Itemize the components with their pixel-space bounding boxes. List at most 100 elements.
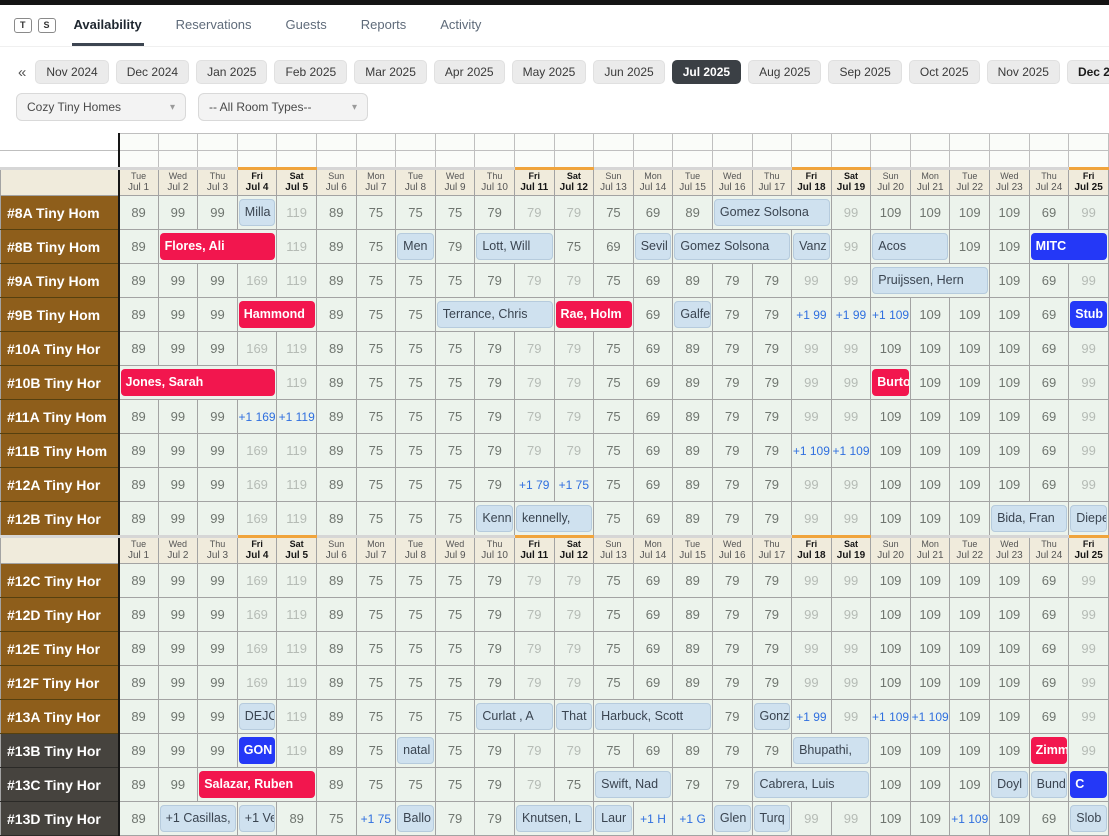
room-label[interactable]: #12B Tiny Hor xyxy=(0,501,120,537)
rate-cell[interactable]: 109 xyxy=(909,733,951,768)
extra-rate-cell[interactable]: +1 99 xyxy=(830,297,872,332)
rate-cell[interactable]: 75 xyxy=(355,263,397,298)
rate-cell[interactable]: 99 xyxy=(197,563,238,598)
reservation-bar[interactable]: Laur xyxy=(595,805,632,832)
rate-cell[interactable]: 75 xyxy=(355,229,397,264)
rate-cell[interactable]: 109 xyxy=(909,297,951,332)
reservation-bar[interactable]: Jones, Sarah xyxy=(120,369,276,396)
room-label[interactable]: #13C Tiny Hor xyxy=(0,767,120,802)
rate-cell[interactable]: 89 xyxy=(118,229,159,264)
rate-cell[interactable]: 109 xyxy=(870,631,911,666)
rate-cell[interactable]: 99 xyxy=(157,297,199,332)
reservation-bar[interactable]: Kenn xyxy=(476,505,513,532)
rate-cell[interactable]: 89 xyxy=(315,767,357,802)
prev-months-icon[interactable]: « xyxy=(18,63,27,81)
reservation-bar[interactable]: Acos xyxy=(872,233,949,260)
rate-cell[interactable]: 109 xyxy=(949,229,991,264)
reservation-cell[interactable]: Sevil xyxy=(632,229,674,264)
rate-cell[interactable]: 89 xyxy=(118,195,159,230)
rate-cell[interactable]: 79 xyxy=(513,563,555,598)
rate-cell[interactable]: 75 xyxy=(593,467,634,502)
rate-cell[interactable]: 99 xyxy=(157,467,199,502)
reservation-cell[interactable]: +1 Ve xyxy=(236,801,278,836)
rate-cell[interactable]: 69 xyxy=(1028,597,1070,632)
rate-cell[interactable]: 79 xyxy=(553,597,595,632)
tab-availability[interactable]: Availability xyxy=(71,5,144,46)
rate-cell[interactable]: 119 xyxy=(276,263,317,298)
rate-cell[interactable]: 109 xyxy=(870,399,911,434)
rate-cell[interactable]: 89 xyxy=(118,399,159,434)
extra-rate-cell[interactable]: +1 75 xyxy=(355,801,397,836)
rate-cell[interactable]: 119 xyxy=(276,665,317,700)
rate-cell[interactable]: 119 xyxy=(276,733,317,768)
rate-cell[interactable]: 119 xyxy=(276,563,317,598)
reservation-bar[interactable]: Stub xyxy=(1070,301,1107,328)
rate-cell[interactable]: 69 xyxy=(632,665,674,700)
reservation-bar[interactable]: That xyxy=(555,703,593,730)
rate-cell[interactable]: 75 xyxy=(593,195,634,230)
rate-cell[interactable]: 109 xyxy=(949,767,991,802)
rate-cell[interactable]: 79 xyxy=(513,399,555,434)
rate-cell[interactable]: 109 xyxy=(989,467,1030,502)
reservation-bar[interactable]: MITC xyxy=(1030,233,1107,260)
rate-cell[interactable]: 79 xyxy=(513,365,555,400)
rate-cell[interactable]: 109 xyxy=(949,365,991,400)
reservation-cell[interactable]: Gonz xyxy=(751,699,793,734)
rate-cell[interactable]: 79 xyxy=(711,563,753,598)
rate-cell[interactable]: 79 xyxy=(711,433,753,468)
rate-cell[interactable]: 109 xyxy=(870,467,911,502)
rate-cell[interactable]: 169 xyxy=(236,665,278,700)
month-chip-jun-2025[interactable]: Jun 2025 xyxy=(593,60,665,84)
rate-cell[interactable]: 75 xyxy=(593,563,634,598)
reservation-cell[interactable]: Men xyxy=(395,229,436,264)
rate-cell[interactable]: 89 xyxy=(315,297,357,332)
rate-cell[interactable]: 79 xyxy=(711,699,753,734)
rate-cell[interactable]: 75 xyxy=(593,665,634,700)
extra-rate-cell[interactable]: +1 G xyxy=(672,801,713,836)
rate-cell[interactable]: 99 xyxy=(791,501,832,537)
rate-cell[interactable]: 109 xyxy=(989,297,1030,332)
rate-cell[interactable]: 99 xyxy=(197,263,238,298)
rate-cell[interactable]: 99 xyxy=(157,597,199,632)
room-label[interactable]: #13D Tiny Hor xyxy=(0,801,120,836)
rate-cell[interactable]: 109 xyxy=(949,297,991,332)
rate-cell[interactable]: 79 xyxy=(474,399,515,434)
room-label[interactable]: #13B Tiny Hor xyxy=(0,733,120,768)
reservation-cell[interactable]: natal xyxy=(395,733,436,768)
reservation-cell[interactable]: Laur xyxy=(593,801,634,836)
rate-cell[interactable]: 99 xyxy=(830,365,872,400)
rate-cell[interactable]: 75 xyxy=(434,467,476,502)
rate-cell[interactable]: 109 xyxy=(989,195,1030,230)
rate-cell[interactable]: 79 xyxy=(711,597,753,632)
reservation-bar[interactable]: kennelly, xyxy=(515,505,593,532)
extra-rate-cell[interactable]: +1 99 xyxy=(791,297,832,332)
rate-cell[interactable]: 79 xyxy=(711,631,753,666)
reservation-cell[interactable]: Pruijssen, Hern xyxy=(870,263,991,298)
rate-cell[interactable]: 79 xyxy=(711,501,753,537)
rate-cell[interactable]: 79 xyxy=(474,733,515,768)
reservation-bar[interactable]: DEJO xyxy=(238,703,276,730)
rate-cell[interactable]: 79 xyxy=(553,665,595,700)
rate-cell[interactable]: 89 xyxy=(315,331,357,366)
rate-cell[interactable]: 69 xyxy=(1028,399,1070,434)
rate-cell[interactable]: 109 xyxy=(949,699,991,734)
rate-cell[interactable]: 99 xyxy=(830,331,872,366)
rate-cell[interactable]: 109 xyxy=(909,195,951,230)
rate-cell[interactable]: 75 xyxy=(315,801,357,836)
rate-cell[interactable]: 109 xyxy=(949,733,991,768)
month-chip-aug-2025[interactable]: Aug 2025 xyxy=(748,60,822,84)
room-label[interactable]: #13A Tiny Hor xyxy=(0,699,120,734)
rate-cell[interactable]: 109 xyxy=(909,365,951,400)
extra-rate-cell[interactable]: +1 109 xyxy=(949,801,991,836)
rate-cell[interactable]: 75 xyxy=(395,501,436,537)
rate-cell[interactable]: 75 xyxy=(593,263,634,298)
rate-cell[interactable]: 89 xyxy=(118,433,159,468)
reservation-bar[interactable]: Glen xyxy=(713,805,751,832)
rate-cell[interactable]: 99 xyxy=(1068,631,1109,666)
rate-cell[interactable]: 75 xyxy=(355,767,397,802)
month-chip-dec-2024[interactable]: Dec 2024 xyxy=(115,60,190,84)
rate-cell[interactable]: 79 xyxy=(553,563,595,598)
rate-cell[interactable]: 75 xyxy=(355,297,397,332)
rate-cell[interactable]: 99 xyxy=(1068,467,1109,502)
rate-cell[interactable]: 75 xyxy=(395,297,436,332)
